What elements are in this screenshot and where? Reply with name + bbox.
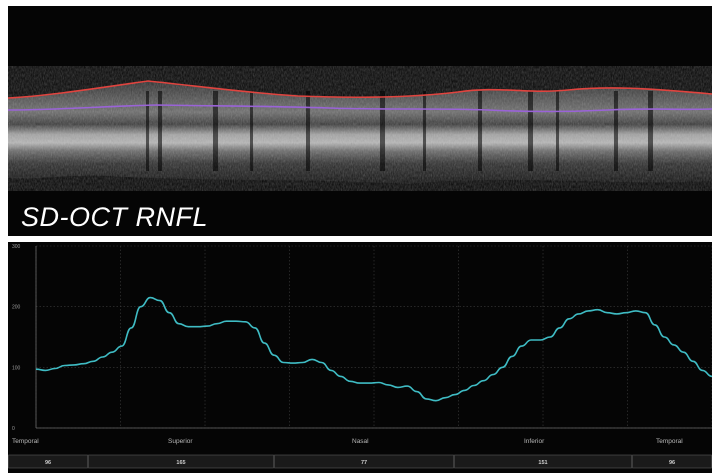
sector-labels: Temporal Superior Nasal Inferior Temporal: [12, 438, 683, 445]
y-tick-label: 200: [12, 305, 21, 311]
sector-average-value: 165: [176, 460, 185, 466]
oct-scan-image: SD-OCT RNFL: [8, 6, 712, 236]
rnfl-thickness-line: [35, 296, 712, 402]
vessel-shadow: [213, 91, 218, 171]
sector-average-value: 77: [361, 460, 367, 466]
y-axis-ticks: 0 100 200 300: [12, 244, 21, 432]
rnfl-thickness-chart: 0 100 200 300 Temporal Superior Nasal Inferior…: [8, 242, 712, 473]
sector-average-value: 151: [538, 460, 547, 466]
vessel-shadow: [423, 91, 426, 171]
vessel-shadow: [306, 91, 310, 171]
sector-average-cell: [274, 454, 454, 469]
sector-label: Superior: [168, 438, 193, 445]
y-tick-label: 300: [12, 244, 21, 250]
sector-label: Nasal: [352, 438, 369, 445]
sector-average-cell: [88, 454, 274, 469]
sector-average-value: 96: [45, 460, 51, 466]
vessel-shadow: [380, 91, 385, 171]
vessel-shadow: [528, 91, 533, 171]
vessel-shadows: [146, 91, 653, 171]
vessel-shadow: [648, 91, 653, 171]
oct-caption: SD-OCT RNFL: [21, 202, 208, 232]
sector-average-cell: [8, 454, 88, 469]
sector-average-row: 96 165 77 151 96: [8, 454, 712, 469]
vessel-shadow: [158, 91, 162, 171]
oct-bscan: [8, 6, 712, 236]
vessel-shadow: [556, 91, 559, 171]
vessel-shadow: [478, 91, 482, 171]
oct-speckle: [8, 66, 712, 191]
sector-label: Temporal: [656, 438, 683, 445]
rnfl-boundary-line: [8, 104, 712, 113]
sector-average-value: 96: [669, 460, 675, 466]
vessel-shadow: [250, 91, 253, 171]
sector-label: Temporal: [12, 438, 39, 445]
chart-grid: [35, 245, 712, 429]
vessel-shadow: [614, 91, 618, 171]
y-tick-label: 0: [12, 426, 15, 432]
vessel-shadow: [146, 91, 149, 171]
ilm-boundary-line: [8, 80, 712, 99]
sector-average-cell: [454, 454, 632, 469]
y-tick-label: 100: [12, 365, 21, 371]
sector-label: Inferior: [524, 438, 545, 445]
